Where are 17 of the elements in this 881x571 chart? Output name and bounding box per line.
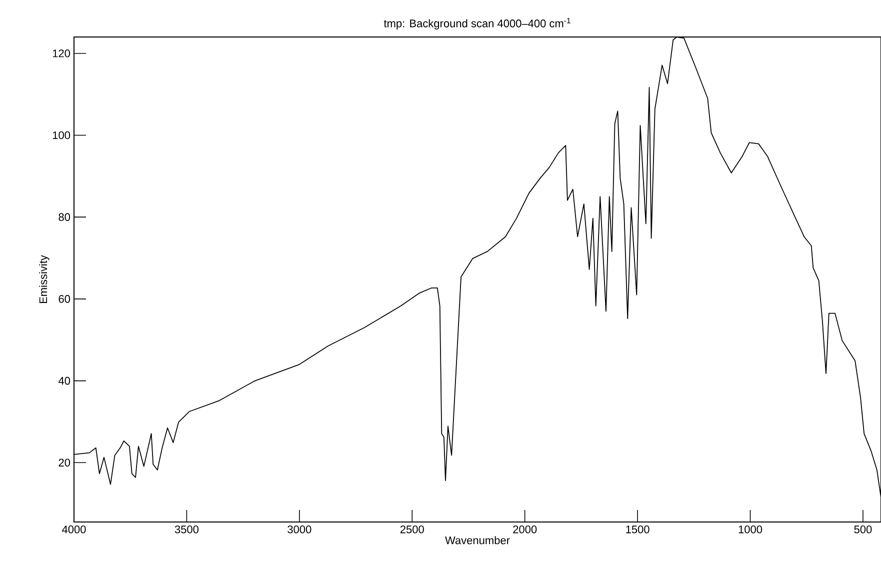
y-axis-title: Emissivity	[39, 255, 50, 304]
y-tick-label: 120	[52, 49, 70, 58]
x-tick-label: 3500	[174, 526, 198, 534]
y-tick-label: 100	[52, 131, 70, 140]
x-tick-label: 2000	[513, 526, 537, 534]
x-tick-label: 1000	[738, 526, 762, 534]
y-tick-label: 40	[58, 376, 70, 385]
x-tick-label: 4000	[62, 526, 86, 534]
x-tick-label: 2500	[400, 526, 424, 534]
x-axis-title: Wavenumber	[445, 536, 510, 544]
x-tick-label: 500	[854, 526, 872, 534]
y-tick-label: 20	[58, 458, 70, 467]
chart-title: tmp: Background scan 4000–400 cm$^{-1}$	[384, 18, 570, 30]
y-tick-label: 80	[58, 213, 70, 221]
x-tick-label: 3000	[288, 526, 312, 534]
x-tick-label: 1500	[626, 526, 650, 534]
y-tick-label: 60	[58, 295, 70, 303]
